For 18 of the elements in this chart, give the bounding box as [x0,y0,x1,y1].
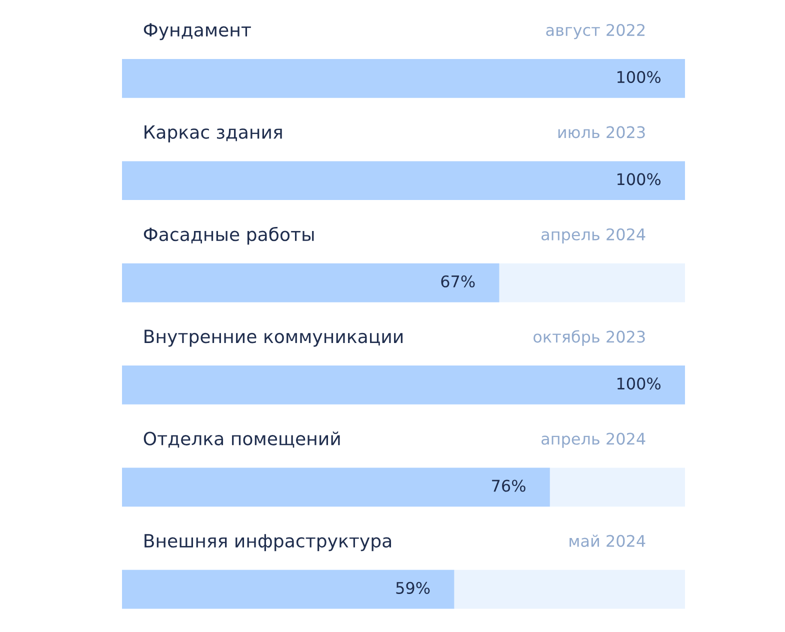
y-tick-label: Каркас здания [144,125,282,142]
y-tick-label: Фасадные работы [144,226,314,245]
data-label: 59% [396,582,430,594]
data-label: 100% [617,173,661,186]
annotation: апрель 2024 [542,432,646,448]
data-label: 100% [617,70,661,84]
annotation: май 2024 [570,534,646,547]
y-tick-label: Внешняя инфраструктура [144,534,392,552]
annotation: октябрь 2023 [534,330,645,346]
data-label: 76% [492,480,526,492]
y-tick-label: Внутренние коммуникации [144,330,402,347]
y-tick-label: Фундамент [144,23,251,40]
annotation: апрель 2024 [542,228,646,244]
data-label: 100% [617,378,661,390]
y-tick-label: Отделка помещений [144,432,340,448]
annotation: июль 2023 [558,126,645,138]
data-label: 67% [441,275,475,288]
annotation: август 2022 [546,24,645,40]
